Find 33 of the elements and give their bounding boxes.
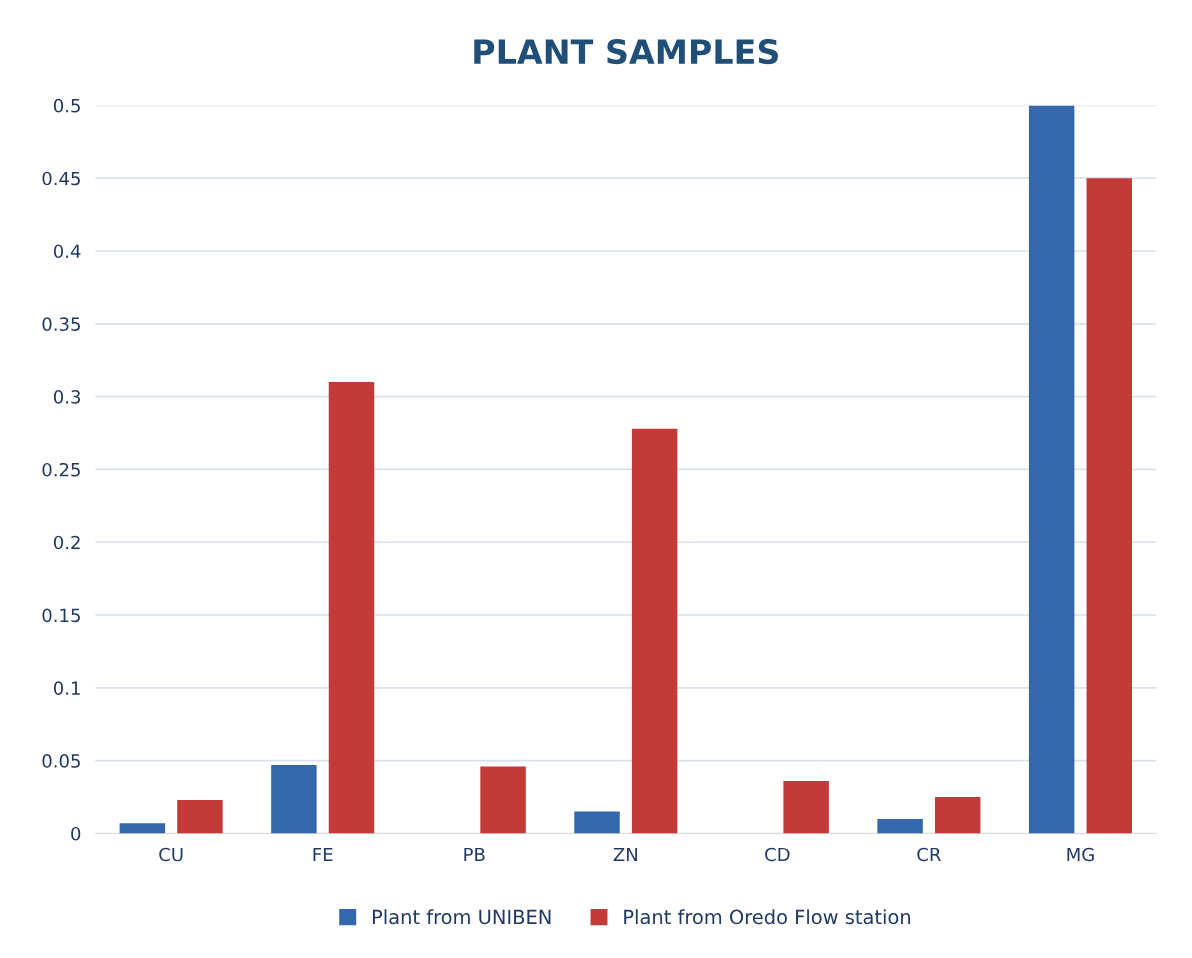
y-tick-label: 0.35: [42, 317, 80, 331]
bar: [271, 765, 317, 834]
bar: [119, 823, 166, 834]
x-tick-label: ZN: [613, 847, 637, 862]
bar: [877, 818, 923, 834]
y-tick-label: 0.5: [53, 98, 80, 113]
chart-title: PLANT SAMPLES: [474, 38, 778, 65]
y-tick-label: 0.25: [42, 462, 80, 477]
y-tick-label: 0.4: [53, 244, 81, 259]
legend-label: Plant from Oredo Flow station: [624, 909, 911, 925]
x-tick-label: CD: [765, 847, 790, 862]
x-tick-label: PB: [464, 847, 485, 862]
bar: [934, 797, 981, 834]
bar: [631, 428, 678, 834]
bar: [177, 799, 223, 834]
x-tick-label: FE: [313, 847, 333, 862]
y-tick-label: 0.15: [42, 608, 80, 623]
bar: [783, 781, 829, 834]
x-tick-label: CR: [917, 847, 941, 862]
y-tick-label: 0.3: [53, 390, 81, 404]
bar: [1028, 105, 1075, 834]
legend-label: Plant from UNIBEN: [372, 909, 551, 925]
bar: [480, 766, 526, 834]
y-tick-label: 0.45: [42, 171, 80, 186]
y-tick-label: 0.2: [53, 535, 80, 550]
x-tick-label: MG: [1067, 847, 1094, 862]
bar: [574, 811, 620, 834]
y-tick-label: 0.05: [42, 754, 80, 768]
bar: [328, 382, 375, 834]
bar: [1086, 178, 1132, 834]
y-tick-label: 0: [71, 826, 81, 841]
x-tick-label: CU: [159, 847, 183, 862]
y-tick-label: 0.1: [53, 681, 80, 695]
